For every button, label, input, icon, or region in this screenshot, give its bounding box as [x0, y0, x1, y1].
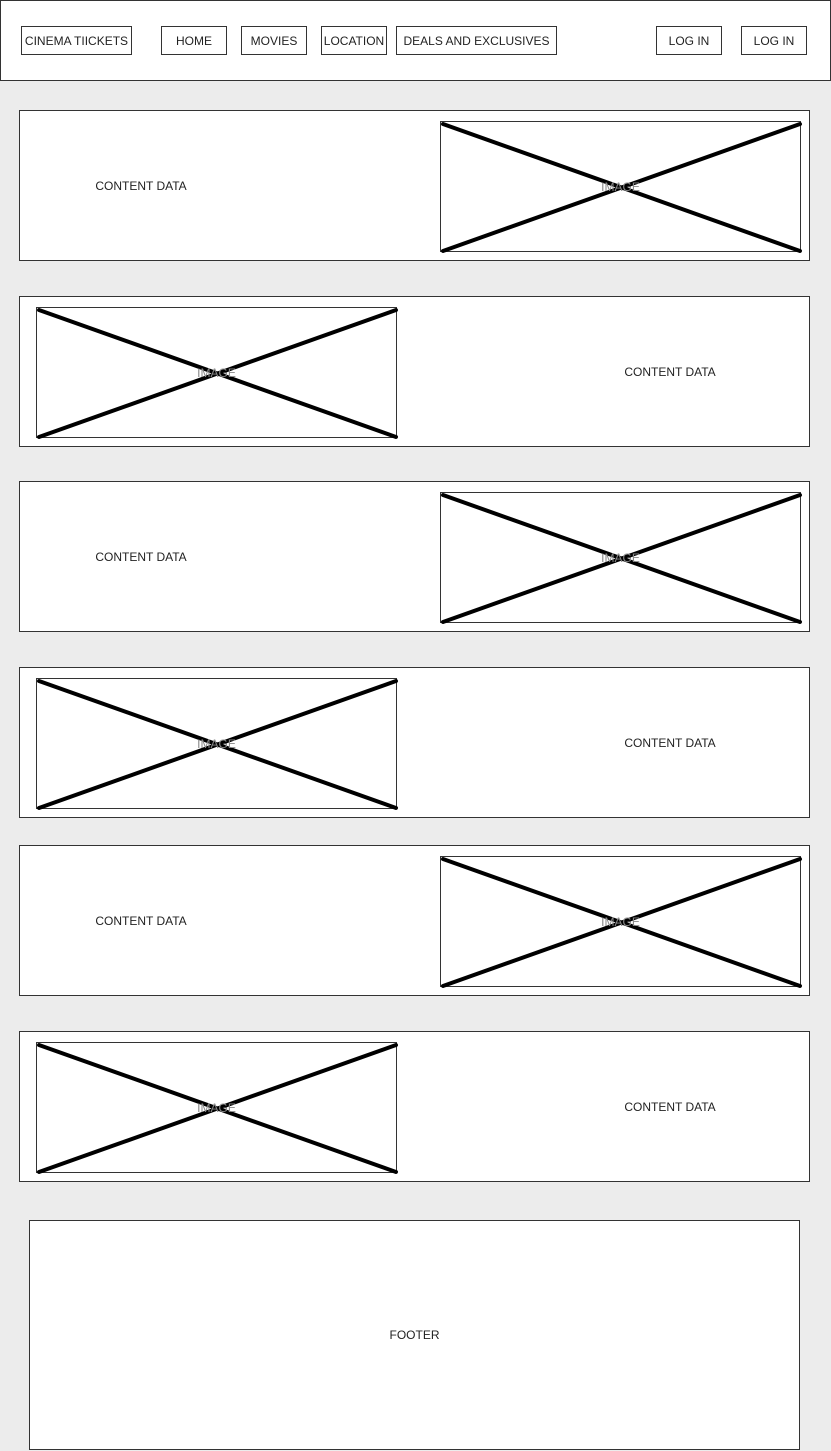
cross-line: [37, 1043, 398, 1174]
content-data-text: CONTENT DATA: [95, 914, 187, 928]
content-data-text: CONTENT DATA: [624, 1100, 716, 1114]
image-cross-icon: [441, 122, 802, 253]
cross-line: [37, 679, 398, 810]
image-placeholder: IMAGE: [440, 856, 802, 988]
brand-logo-button[interactable]: CINEMA TIICKETS: [21, 26, 132, 55]
cross-line: [441, 122, 802, 253]
content-data-text: CONTENT DATA: [624, 736, 716, 750]
image-placeholder: IMAGE: [36, 678, 398, 810]
content-row: CONTENT DATA IMAGE: [19, 110, 810, 261]
footer-label: FOOTER: [389, 1328, 440, 1342]
nav-movies-button[interactable]: MOVIES: [241, 26, 307, 55]
footer: FOOTER: [29, 1220, 800, 1450]
content-data-text: CONTENT DATA: [624, 365, 716, 379]
content-row: CONTENT DATA IMAGE: [19, 296, 810, 447]
image-placeholder: IMAGE: [36, 1042, 398, 1174]
login-button-secondary[interactable]: LOG IN: [741, 26, 807, 55]
content-row: CONTENT DATA IMAGE: [19, 667, 810, 818]
content-row: CONTENT DATA IMAGE: [19, 845, 810, 996]
image-placeholder: IMAGE: [440, 121, 802, 253]
nav-home-button[interactable]: HOME: [161, 26, 227, 55]
content-data-text: CONTENT DATA: [95, 550, 187, 564]
image-label: IMAGE: [197, 1100, 236, 1115]
image-cross-icon: [441, 857, 802, 988]
cross-line: [37, 308, 398, 439]
content-row: CONTENT DATA IMAGE: [19, 481, 810, 632]
cross-line: [441, 857, 802, 988]
nav-location-button[interactable]: LOCATION: [321, 26, 387, 55]
image-cross-icon: [37, 679, 398, 810]
header-bar: CINEMA TIICKETS HOME MOVIES LOCATION DEA…: [0, 0, 831, 81]
image-label: IMAGE: [601, 914, 640, 929]
image-cross-icon: [441, 493, 802, 624]
image-label: IMAGE: [601, 179, 640, 194]
image-placeholder: IMAGE: [440, 492, 802, 624]
image-label: IMAGE: [197, 365, 236, 380]
cross-line: [441, 493, 802, 624]
image-cross-icon: [37, 308, 398, 439]
content-row: CONTENT DATA IMAGE: [19, 1031, 810, 1182]
image-cross-icon: [37, 1043, 398, 1174]
image-placeholder: IMAGE: [36, 307, 398, 439]
content-data-text: CONTENT DATA: [95, 179, 187, 193]
image-label: IMAGE: [601, 550, 640, 565]
login-button[interactable]: LOG IN: [656, 26, 722, 55]
nav-deals-button[interactable]: DEALS AND EXCLUSIVES: [396, 26, 557, 55]
image-label: IMAGE: [197, 736, 236, 751]
